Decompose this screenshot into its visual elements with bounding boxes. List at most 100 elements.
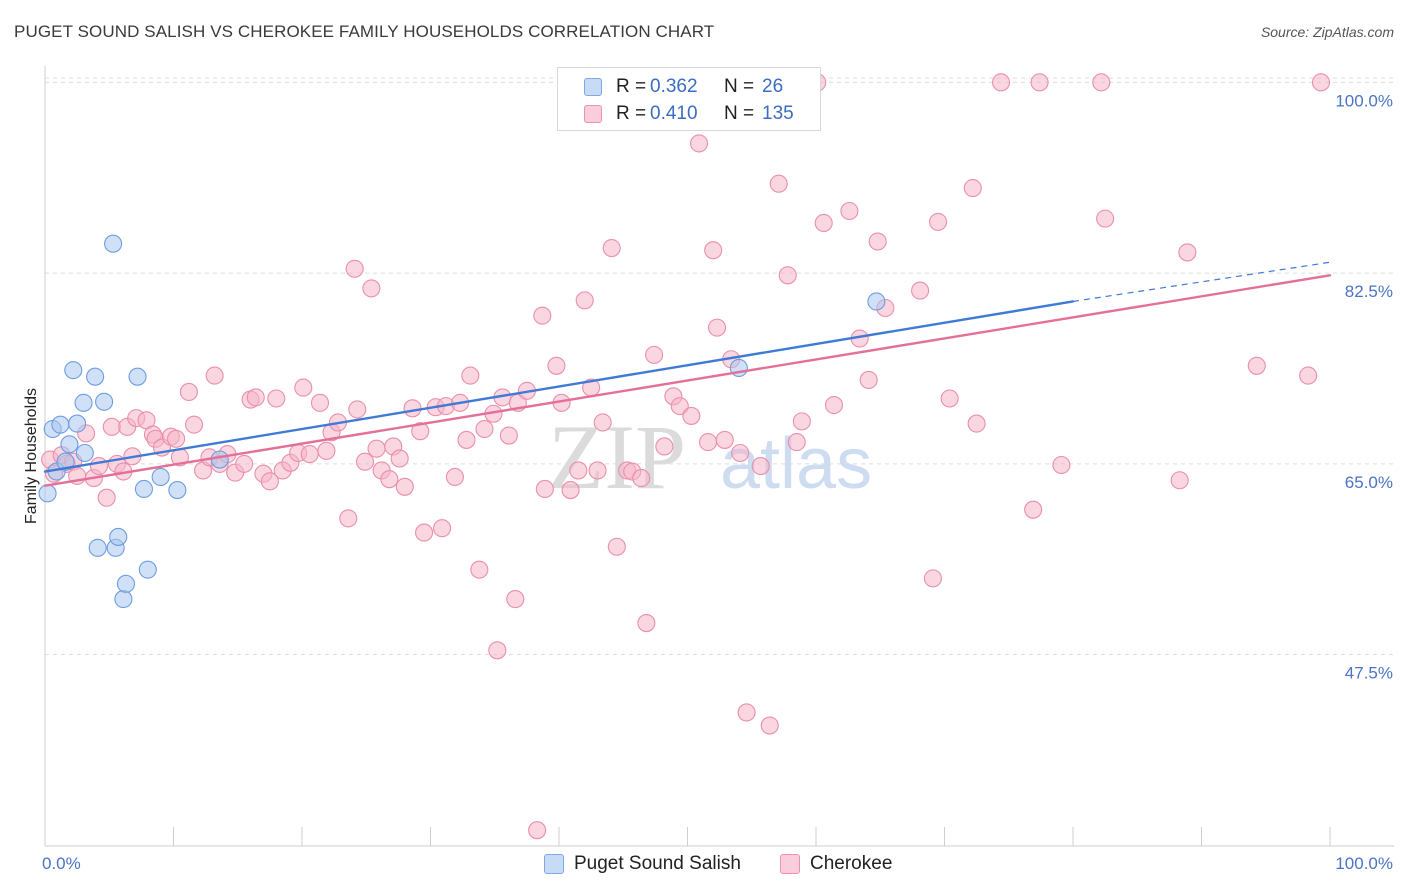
point-cherokee [690, 134, 709, 153]
point-cherokee [411, 422, 430, 441]
legend-label-cherokee: Cherokee [810, 853, 893, 874]
point-puget-sound-salish [109, 527, 128, 546]
legend-swatch-cherokee [584, 105, 602, 123]
point-cherokee [506, 590, 525, 609]
trend-line-cherokee [43, 274, 1332, 487]
legend-r-label: R = [616, 76, 647, 97]
point-cherokee [670, 397, 689, 416]
point-cherokee [185, 415, 204, 434]
point-cherokee [840, 201, 859, 221]
point-cherokee [102, 417, 121, 436]
point-cherokee [751, 457, 770, 476]
point-cherokee [317, 441, 336, 460]
point-puget-sound-salish [68, 414, 87, 433]
point-cherokee [708, 318, 727, 337]
point-cherokee [737, 703, 756, 722]
legend-n-value: 135 [762, 103, 794, 124]
point-cherokee [461, 366, 480, 385]
point-puget-sound-salish [74, 393, 93, 412]
legend-r-value: 0.362 [650, 76, 698, 97]
point-cherokee [1024, 500, 1043, 519]
point-cherokee [547, 356, 566, 375]
point-cherokee [760, 716, 779, 735]
point-cherokee [792, 412, 811, 431]
point-puget-sound-salish [60, 435, 79, 454]
point-puget-sound-salish [75, 443, 94, 463]
point-cherokee [824, 395, 844, 415]
gridlines [45, 77, 1394, 656]
point-puget-sound-salish [56, 452, 75, 471]
point-cherokee [929, 212, 948, 231]
point-cherokee [787, 433, 806, 452]
point-puget-sound-salish [138, 560, 157, 579]
trend-lines [43, 261, 1332, 487]
point-cherokee [528, 821, 547, 840]
point-puget-sound-salish [114, 590, 133, 609]
point-cherokee [348, 400, 367, 419]
point-cherokee [89, 457, 109, 476]
point-cherokee [355, 452, 375, 471]
chart-title: PUGET SOUND SALISH VS CHEROKEE FAMILY HO… [14, 22, 715, 41]
point-puget-sound-salish [64, 361, 83, 380]
legend-n-label: N = [724, 103, 755, 124]
point-cherokee [963, 179, 982, 198]
point-cherokee [488, 641, 507, 660]
legend-n-label: N = [724, 76, 755, 97]
point-cherokee [967, 414, 986, 433]
legend-swatch-puget [544, 854, 564, 874]
point-cherokee [260, 472, 279, 491]
point-cherokee [715, 430, 734, 449]
point-cherokee [345, 259, 364, 278]
point-cherokee [1178, 243, 1197, 262]
legend-n-value: 26 [762, 76, 784, 97]
legend-r-label: R = [616, 103, 647, 124]
point-puget-sound-salish [116, 574, 136, 593]
point-cherokee [607, 537, 626, 556]
point-puget-sound-salish [168, 481, 187, 500]
y-tick-label: 65.0% [1345, 473, 1393, 492]
legend-swatch-puget [584, 78, 602, 96]
point-cherokee [911, 281, 930, 300]
point-cherokee [704, 241, 723, 260]
point-cherokee [499, 426, 518, 445]
point-puget-sound-salish [867, 292, 886, 311]
point-cherokee [940, 389, 959, 408]
point-cherokee [267, 389, 286, 408]
legend-r-value: 0.410 [650, 103, 698, 124]
point-puget-sound-salish [128, 367, 147, 386]
point-cherokee [310, 393, 330, 412]
y-tick-labels: 100.0% 82.5% 65.0% 47.5% [1335, 91, 1393, 682]
y-tick-label: 47.5% [1345, 664, 1393, 683]
point-cherokee [246, 388, 265, 407]
y-tick-label: 82.5% [1345, 282, 1393, 301]
point-cherokee [1247, 356, 1266, 375]
point-cherokee [655, 437, 674, 456]
point-cherokee [380, 470, 399, 489]
point-cherokee [294, 378, 313, 397]
legend-label-puget: Puget Sound Salish [574, 853, 741, 874]
point-cherokee [645, 345, 664, 364]
point-cherokee [778, 266, 797, 285]
point-cherokee [362, 279, 381, 298]
trend-line-puget-sound-salish [43, 300, 1075, 473]
y-axis-label: Family Households [23, 388, 40, 524]
x-tick-label: 0.0% [42, 854, 81, 873]
point-cherokee [682, 406, 701, 425]
point-cherokee [390, 449, 409, 468]
point-cherokee [167, 429, 186, 448]
legend-row-puget: R = 0.362 N = 26 [558, 74, 820, 100]
point-cherokee [367, 439, 386, 458]
point-puget-sound-salish [86, 367, 105, 386]
point-cherokee [569, 461, 588, 480]
point-puget-sound-salish [51, 415, 70, 434]
source-label: Source: ZipAtlas.com [1260, 24, 1394, 40]
point-cherokee [1052, 455, 1071, 475]
point-puget-sound-salish [151, 467, 170, 487]
point-cherokee [923, 569, 942, 588]
point-puget-sound-salish [38, 484, 57, 503]
point-cherokee [395, 477, 414, 496]
point-cherokee [868, 232, 887, 251]
point-cherokee [588, 461, 607, 480]
point-puget-sound-salish [134, 479, 153, 499]
